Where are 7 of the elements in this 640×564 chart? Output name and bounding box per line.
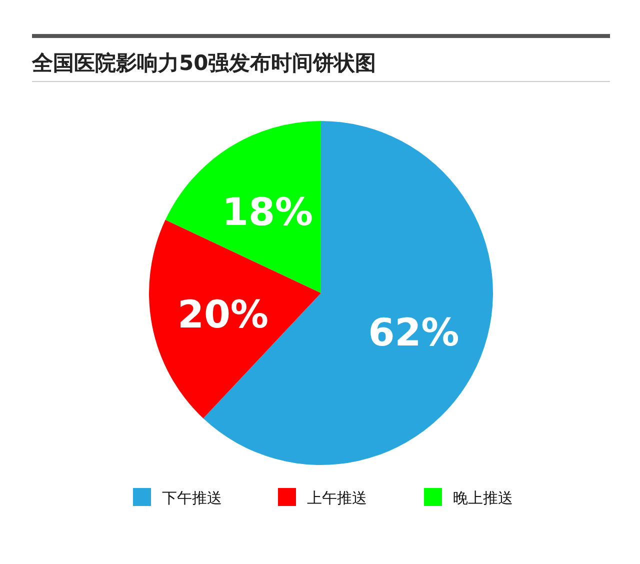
data-label: 20% — [178, 292, 268, 337]
legend-label: 晚上推送 — [453, 489, 513, 507]
legend-label: 下午推送 — [162, 489, 222, 507]
data-label: 62% — [368, 310, 460, 355]
data-label: 18% — [222, 190, 314, 234]
legend-label: 上午推送 — [307, 489, 367, 507]
chart-title: 全国医院影响力50强发布时间饼状图 — [31, 51, 376, 75]
